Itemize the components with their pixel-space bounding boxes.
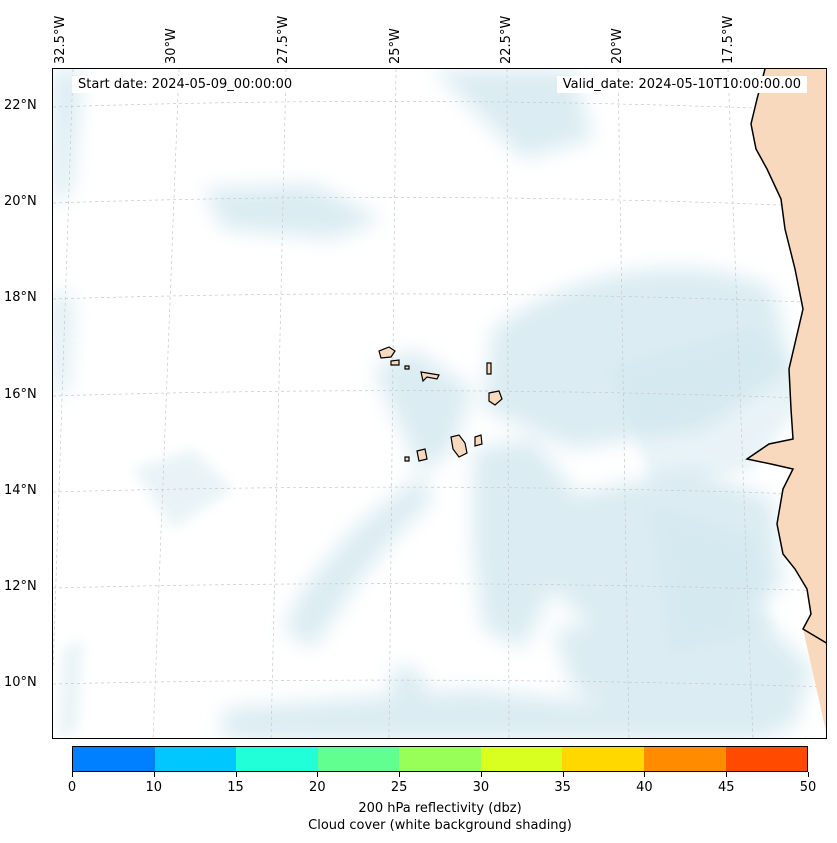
colorbar-tick <box>808 772 809 777</box>
colorbar-segment <box>73 747 155 771</box>
colorbar-tick-label: 15 <box>227 780 244 795</box>
colorbar-tick <box>72 772 73 777</box>
lat-label-10n: 10°N <box>4 675 37 690</box>
colorbar-tick <box>235 772 237 777</box>
colorbar-tick-label: 45 <box>717 780 735 795</box>
valid-date-label: Valid_date: 2024-05-10T10:00:00.00 <box>556 76 807 93</box>
colorbar-tick-label: 20 <box>309 780 326 795</box>
colorbar-tick <box>399 772 401 777</box>
colorbar-tick <box>153 772 155 777</box>
colorbar-segment <box>154 747 237 771</box>
lat-label-18n: 18°N <box>4 290 37 305</box>
colorbar-tick-label: 25 <box>390 780 408 795</box>
colorbar-tick-label: 40 <box>636 780 653 795</box>
lon-label-25w: 25°W <box>388 28 403 64</box>
map-panel <box>52 68 827 739</box>
lat-label-14n: 14°N <box>4 483 37 498</box>
colorbar-segment <box>317 747 400 771</box>
colorbar-tick <box>480 772 482 777</box>
colorbar-tick <box>726 772 728 777</box>
land-africa <box>747 69 826 732</box>
colorbar-tick <box>317 772 319 777</box>
colorbar-tick-label: 0 <box>67 780 77 795</box>
colorbar-segment <box>236 747 318 771</box>
lat-label-20n: 20°N <box>4 194 37 209</box>
colorbar-segment <box>643 747 726 771</box>
start-date-label: Start date: 2024-05-09_00:00:00 <box>72 76 299 93</box>
colorbar-subtitle: Cloud cover (white background shading) <box>308 818 572 833</box>
map-canvas <box>53 69 826 738</box>
colorbar-segment <box>399 747 481 771</box>
cape-verde-islands <box>378 346 503 462</box>
lat-label-22n: 22°N <box>4 98 37 113</box>
colorbar-tick-label: 50 <box>799 780 817 795</box>
lon-label-20w: 20°W <box>610 28 625 64</box>
lon-label-17.5w: 17.5°W <box>721 15 736 64</box>
lat-label-16n: 16°N <box>4 387 37 402</box>
colorbar-tick-label: 35 <box>554 780 571 795</box>
graticule <box>53 69 826 738</box>
coastline-africa <box>745 69 826 644</box>
lon-label-32.5w: 32.5°W <box>53 15 68 64</box>
colorbar-tick-label: 30 <box>472 780 490 795</box>
colorbar-tick <box>562 772 564 777</box>
lon-label-27.5w: 27.5°W <box>276 15 291 64</box>
colorbar-tick-label: 10 <box>145 780 163 795</box>
reflectivity-colorbar <box>72 746 808 772</box>
colorbar-segment <box>562 747 644 771</box>
colorbar-title: 200 hPa reflectivity (dbz) <box>358 801 522 816</box>
lon-label-22.5w: 22.5°W <box>499 15 514 64</box>
colorbar-segment <box>480 747 563 771</box>
colorbar-segment <box>725 747 808 771</box>
lon-label-30w: 30°W <box>164 28 179 64</box>
lat-label-12n: 12°N <box>4 579 37 594</box>
colorbar-tick <box>644 772 646 777</box>
